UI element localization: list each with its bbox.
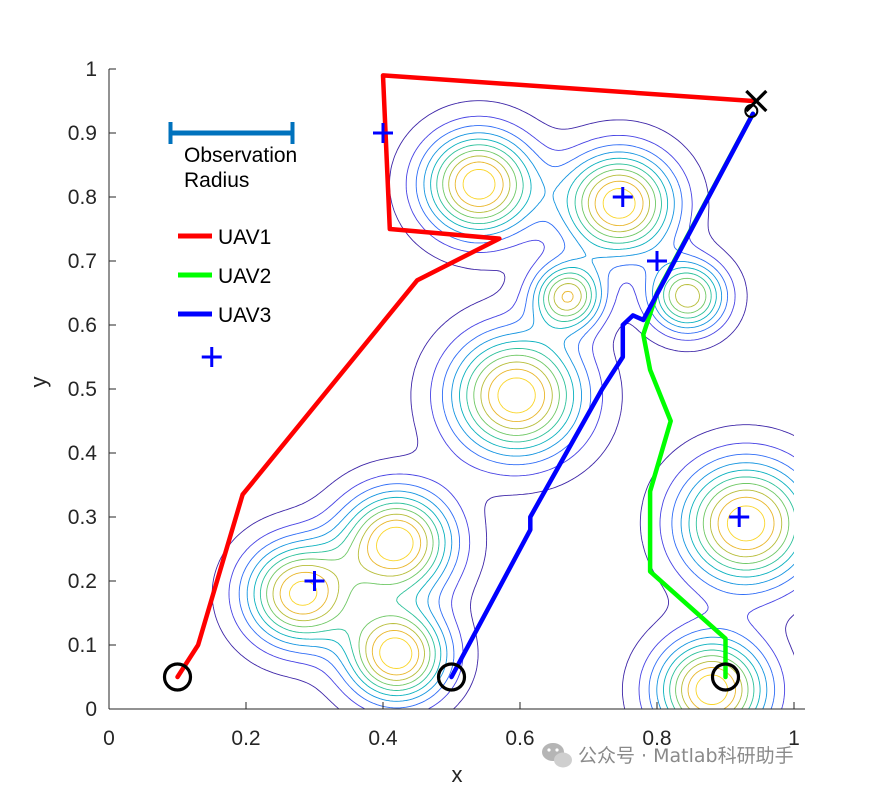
uav-paths <box>175 73 756 680</box>
contour-level-10 <box>289 168 766 705</box>
observation-radius-legend: Observation Radius <box>168 122 297 192</box>
target-marker <box>304 571 325 591</box>
legend: Observation Radius UAV1 UAV2 UAV3 <box>168 122 297 327</box>
start-marker <box>436 662 467 692</box>
legend-label-uav3: UAV3 <box>218 304 271 327</box>
observation-label-line1: Observation <box>184 144 297 167</box>
x-tick-label: 0 <box>103 727 115 750</box>
x-tick-label: 0.6 <box>505 727 534 750</box>
goal-marker <box>744 89 768 118</box>
legend-label-uav2: UAV2 <box>218 265 271 288</box>
target-marker <box>373 123 393 143</box>
y-tick-label: 0.9 <box>68 122 97 145</box>
y-tick-label: 0.2 <box>68 570 97 593</box>
path-uav3 <box>449 111 756 680</box>
watermark: 公众号 · Matlab科研助手 <box>542 743 794 768</box>
y-tick-label: 0.1 <box>68 634 97 657</box>
y-tick-label: 0.5 <box>68 378 97 401</box>
contour-level-8 <box>272 155 783 709</box>
legend-label-uav1: UAV1 <box>218 226 271 249</box>
y-tick-label: 1 <box>85 58 97 81</box>
y-tick-label: 0.6 <box>68 314 97 337</box>
target-marker <box>729 507 750 527</box>
x-axis-title: x <box>452 762 463 787</box>
x-tick-label: 0.8 <box>642 727 671 750</box>
y-tick-label: 0.3 <box>68 506 97 529</box>
ticks: 0 0.2 0.4 0.6 0.8 1 0 0.1 0.2 0.3 0.4 0.5 0.6 0.7 0.8 0… <box>68 58 800 750</box>
x-tick-label: 0.2 <box>231 727 260 750</box>
start-marker <box>710 662 741 692</box>
target-marker <box>612 187 633 207</box>
contour-level-5 <box>253 138 794 709</box>
contour-map <box>211 100 794 709</box>
y-tick-label: 0.8 <box>68 186 97 209</box>
contour-level-7 <box>266 149 790 709</box>
watermark-text: 公众号 · Matlab科研助手 <box>578 745 794 767</box>
legend-entry-uav1: UAV1 <box>178 226 271 249</box>
contour-level-2 <box>228 115 794 709</box>
x-tick-label: 1 <box>788 727 800 750</box>
y-tick-label: 0.7 <box>68 250 97 273</box>
x-tick-label: 0.4 <box>368 727 398 750</box>
legend-entry-uav3: UAV3 <box>178 304 271 327</box>
path-uav1 <box>175 73 756 680</box>
contour-level-4 <box>246 132 794 709</box>
y-axis-title: y <box>26 377 51 388</box>
observation-label-line2: Radius <box>184 169 249 192</box>
contour-level-9 <box>279 161 775 709</box>
legend-entry-uav2: UAV2 <box>178 265 271 288</box>
wechat-icon <box>542 743 572 768</box>
markers <box>162 89 768 692</box>
target-marker <box>201 347 222 367</box>
target-marker <box>647 251 667 271</box>
y-tick-label: 0 <box>85 698 97 721</box>
y-tick-label: 0.4 <box>68 442 98 465</box>
start-marker <box>162 662 193 692</box>
contour-level-6 <box>259 144 794 709</box>
